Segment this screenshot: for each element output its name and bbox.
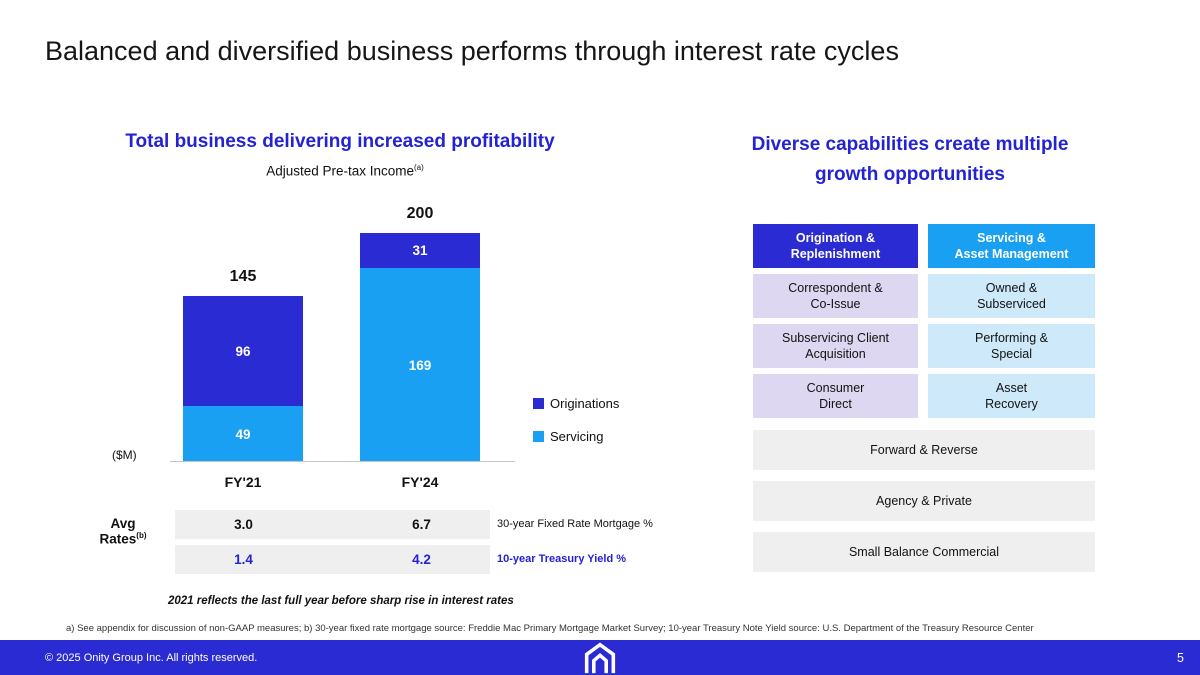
footnote-marker-b: (b) (136, 531, 147, 540)
rate-row-label-treasury: 10-year Treasury Yield % (497, 553, 627, 565)
capability-performing-special: Performing & Special (928, 324, 1095, 368)
legend-item-originations: Originations (533, 396, 619, 411)
avg-rates-text: Avg Rates (99, 516, 137, 547)
bar-segment-originations: 96 (183, 296, 303, 406)
rate-row-mortgage: 3.0 6.7 (175, 510, 490, 539)
bar-total-label: 200 (406, 205, 434, 222)
onity-logo-icon (584, 641, 616, 673)
bar-fy21: 145 96 49 FY'21 (183, 268, 303, 490)
legend-label: Servicing (550, 429, 604, 444)
capabilities-table: Origination & Replenishment Servicing & … (753, 224, 1095, 583)
shared-capability-forward-reverse: Forward & Reverse (753, 430, 1095, 470)
chart-subtitle-text: Adjusted Pre-tax Income (266, 163, 415, 179)
column-header-origination-replenishment: Origination & Replenishment (753, 224, 918, 268)
shared-capability-agency-private: Agency & Private (753, 481, 1095, 521)
copyright-text: © 2025 Onity Group Inc. All rights reser… (45, 651, 258, 664)
avg-rates-label: Avg Rates(b) (84, 516, 162, 547)
capability-correspondent-co-issue: Correspondent & Co-Issue (753, 274, 918, 318)
x-axis-label: FY'24 (401, 474, 439, 490)
rate-row-treasury: 1.4 4.2 (175, 545, 490, 574)
chart-unit-label: ($M) (112, 448, 137, 462)
capability-subservicing-client-acquisition: Subservicing Client Acquisition (753, 324, 918, 368)
chart-note: 2021 reflects the last full year before … (168, 595, 514, 607)
footnote-marker-a: (a) (414, 163, 424, 172)
bar-segment-servicing: 49 (183, 406, 303, 462)
bar-total-label: 145 (229, 268, 257, 285)
stacked-bar-chart: 145 96 49 FY'21 200 31 169 FY'24 (170, 200, 515, 490)
slide-footnote: a) See appendix for discussion of non-GA… (66, 623, 1034, 634)
chart-legend: Originations Servicing (533, 396, 619, 444)
rate-row-label-mortgage: 30-year Fixed Rate Mortgage % (497, 518, 653, 530)
x-axis-line (170, 461, 515, 462)
mortgage-rate-fy24: 6.7 (412, 517, 431, 532)
shared-capabilities: Forward & Reverse Agency & Private Small… (753, 430, 1095, 572)
page-number: 5 (1177, 650, 1184, 665)
mortgage-rate-fy21: 3.0 (234, 517, 253, 532)
capability-owned-subserviced: Owned & Subserviced (928, 274, 1095, 318)
treasury-yield-fy24: 4.2 (412, 552, 431, 567)
slide-title: Balanced and diversified business perfor… (45, 36, 899, 66)
capability-asset-recovery: Asset Recovery (928, 374, 1095, 418)
capability-consumer-direct: Consumer Direct (753, 374, 918, 418)
x-axis-label: FY'21 (224, 474, 262, 490)
legend-label: Originations (550, 396, 620, 411)
legend-swatch (533, 398, 544, 409)
shared-capability-small-balance-commercial: Small Balance Commercial (753, 532, 1095, 572)
treasury-yield-fy21: 1.4 (234, 552, 253, 567)
bar-segment-servicing: 169 (360, 268, 480, 462)
chart-subtitle: Adjusted Pre-tax Income(a) (175, 163, 515, 179)
bar-segment-originations: 31 (360, 233, 480, 268)
legend-item-servicing: Servicing (533, 429, 619, 444)
right-section-heading: Diverse capabilities create multiple gro… (751, 134, 1069, 185)
column-header-servicing-asset-management: Servicing & Asset Management (928, 224, 1095, 268)
left-section-heading: Total business delivering increased prof… (125, 131, 555, 152)
legend-swatch (533, 431, 544, 442)
bar-fy24: 200 31 169 FY'24 (360, 205, 480, 490)
capabilities-grid: Origination & Replenishment Servicing & … (753, 224, 1095, 418)
slide-footer: © 2025 Onity Group Inc. All rights reser… (0, 640, 1200, 675)
